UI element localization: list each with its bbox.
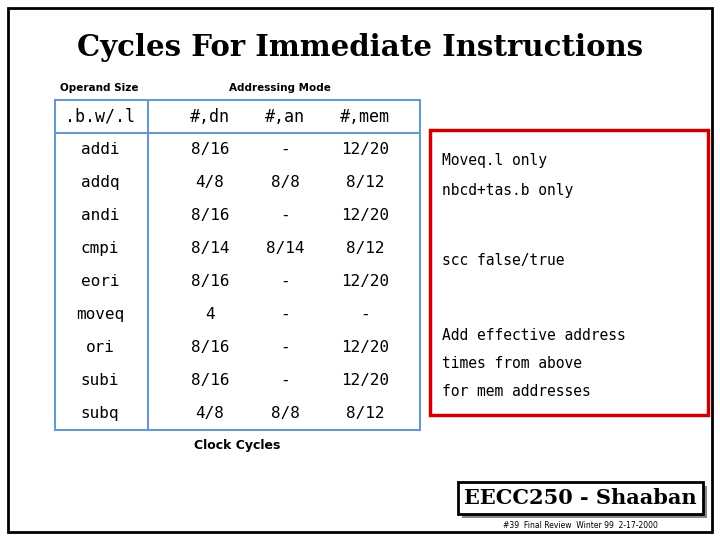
Text: addq: addq	[81, 175, 120, 190]
Text: addi: addi	[81, 142, 120, 157]
Text: -: -	[360, 307, 370, 322]
Text: -: -	[280, 142, 290, 157]
Text: nbcd+tas.b only: nbcd+tas.b only	[442, 183, 573, 198]
Text: 8/16: 8/16	[191, 142, 229, 157]
Text: 12/20: 12/20	[341, 373, 389, 388]
Text: 8/8: 8/8	[271, 406, 300, 421]
Text: 8/12: 8/12	[346, 175, 384, 190]
Text: #39  Final Review  Winter 99  2-17-2000: #39 Final Review Winter 99 2-17-2000	[503, 521, 658, 530]
Text: for mem addresses: for mem addresses	[442, 383, 590, 399]
Text: 4/8: 4/8	[196, 175, 225, 190]
Text: 8/12: 8/12	[346, 241, 384, 256]
Text: 8/16: 8/16	[191, 274, 229, 289]
Text: -: -	[280, 307, 290, 322]
Text: cmpi: cmpi	[81, 241, 120, 256]
Text: 8/16: 8/16	[191, 373, 229, 388]
Text: 12/20: 12/20	[341, 340, 389, 355]
Bar	[430, 130, 708, 415]
Text: Addressing Mode: Addressing Mode	[229, 83, 331, 93]
Text: 12/20: 12/20	[341, 274, 389, 289]
Text: 8/12: 8/12	[346, 406, 384, 421]
Text: 8/14: 8/14	[266, 241, 305, 256]
Text: 4/8: 4/8	[196, 406, 225, 421]
Text: -: -	[280, 340, 290, 355]
Text: 8/16: 8/16	[191, 208, 229, 223]
Text: Operand Size: Operand Size	[60, 83, 138, 93]
Text: subi: subi	[81, 373, 120, 388]
Bar	[458, 482, 703, 514]
Text: #,dn: #,dn	[190, 107, 230, 125]
Text: 12/20: 12/20	[341, 142, 389, 157]
Text: EECC250 - Shaaban: EECC250 - Shaaban	[464, 488, 697, 508]
Text: Clock Cycles: Clock Cycles	[194, 440, 281, 453]
Text: 4: 4	[205, 307, 215, 322]
Text: Cycles For Immediate Instructions: Cycles For Immediate Instructions	[77, 33, 643, 63]
Text: ori: ori	[86, 340, 114, 355]
Text: -: -	[280, 274, 290, 289]
Text: 8/8: 8/8	[271, 175, 300, 190]
Text: #,mem: #,mem	[340, 107, 390, 125]
Text: eori: eori	[81, 274, 120, 289]
Text: -: -	[280, 208, 290, 223]
Text: scc false/true: scc false/true	[442, 253, 564, 267]
Text: .b.w/.l: .b.w/.l	[65, 107, 135, 125]
Bar	[462, 486, 707, 518]
Text: 12/20: 12/20	[341, 208, 389, 223]
Text: times from above: times from above	[442, 355, 582, 370]
Text: 8/16: 8/16	[191, 340, 229, 355]
Text: Add effective address: Add effective address	[442, 327, 626, 342]
Text: subq: subq	[81, 406, 120, 421]
Text: moveq: moveq	[76, 307, 124, 322]
Text: -: -	[280, 373, 290, 388]
Text: Moveq.l only: Moveq.l only	[442, 152, 547, 167]
Text: andi: andi	[81, 208, 120, 223]
Text: 8/14: 8/14	[191, 241, 229, 256]
Text: #,an: #,an	[265, 107, 305, 125]
